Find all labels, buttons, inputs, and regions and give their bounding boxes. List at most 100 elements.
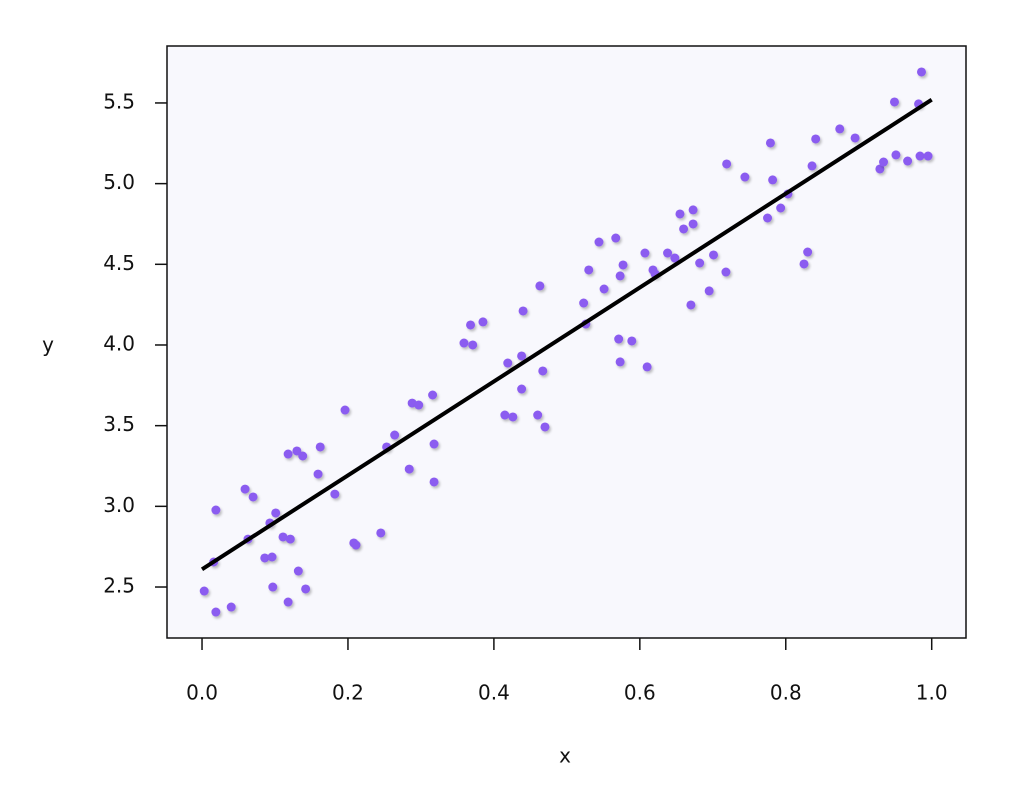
point [803,247,813,257]
point [811,134,821,144]
point [807,161,817,171]
point [340,405,350,415]
point [879,157,889,167]
point [670,253,680,263]
y-tick-label: 5.0 [103,170,135,194]
point [533,410,543,420]
x-tick-label: 0.6 [624,681,656,705]
point [271,508,281,518]
point [721,267,731,277]
y-tick-label: 4.0 [103,331,135,355]
point [686,300,696,310]
point [508,412,518,422]
point [500,410,510,420]
point [835,124,845,134]
point [611,233,621,243]
point [916,67,926,77]
y-tick-label: 2.5 [103,574,135,598]
point [765,138,775,148]
point [615,357,625,367]
point [675,209,685,219]
point [891,150,901,160]
point [278,532,288,542]
point [688,219,698,229]
point [315,442,325,452]
point [468,340,478,350]
x-tick-label: 0.4 [478,681,510,705]
point [627,336,637,346]
point [211,607,221,617]
point [704,286,714,296]
point [799,259,809,269]
point [903,156,913,166]
x-tick-label: 0.0 [186,681,218,705]
fit-line [200,98,933,571]
x-tick-label: 0.8 [770,681,802,705]
point [599,284,609,294]
point [709,250,719,260]
point [268,582,278,592]
point [768,175,778,185]
point [540,422,550,432]
point [503,358,513,368]
point [313,469,323,479]
point [248,492,258,502]
y-tick-label: 4.5 [103,251,135,275]
point [615,271,625,281]
point [618,260,628,270]
point [351,540,361,550]
point [663,248,673,258]
point [517,351,527,361]
point [283,449,293,459]
x-tick-label: 0.2 [332,681,364,705]
point [763,213,773,223]
point [285,534,295,544]
point [283,597,293,607]
point [538,366,548,376]
point [740,172,750,182]
point [404,464,414,474]
point [429,477,439,487]
point [688,205,698,215]
point [579,298,589,308]
point [199,586,209,596]
point [459,338,469,348]
point [330,489,340,499]
point [642,362,652,372]
point [614,334,624,344]
y-tick-label: 3.5 [103,412,135,436]
point [240,484,250,494]
x-axis-label: x [559,744,571,768]
point [428,390,438,400]
y-tick-label: 3.0 [103,493,135,517]
y-tick-label: 5.5 [103,89,135,113]
point [466,320,476,330]
point [267,552,277,562]
point [915,151,925,161]
point [211,505,221,515]
point [390,430,400,440]
x-tick-label: 1.0 [916,681,948,705]
point [535,281,545,291]
point [301,584,311,594]
point [414,400,424,410]
point [293,566,303,576]
point [722,159,732,169]
point [679,224,689,234]
plot-area [166,45,967,639]
point [292,446,302,456]
point [517,384,527,394]
point [923,151,933,161]
point [260,553,270,563]
point [478,317,488,327]
point [594,237,604,247]
point [640,248,650,258]
point [850,133,860,143]
point [875,164,885,174]
point [584,265,594,275]
point [298,451,308,461]
point [776,203,786,213]
y-axis-label: y [42,333,54,357]
point [429,439,439,449]
